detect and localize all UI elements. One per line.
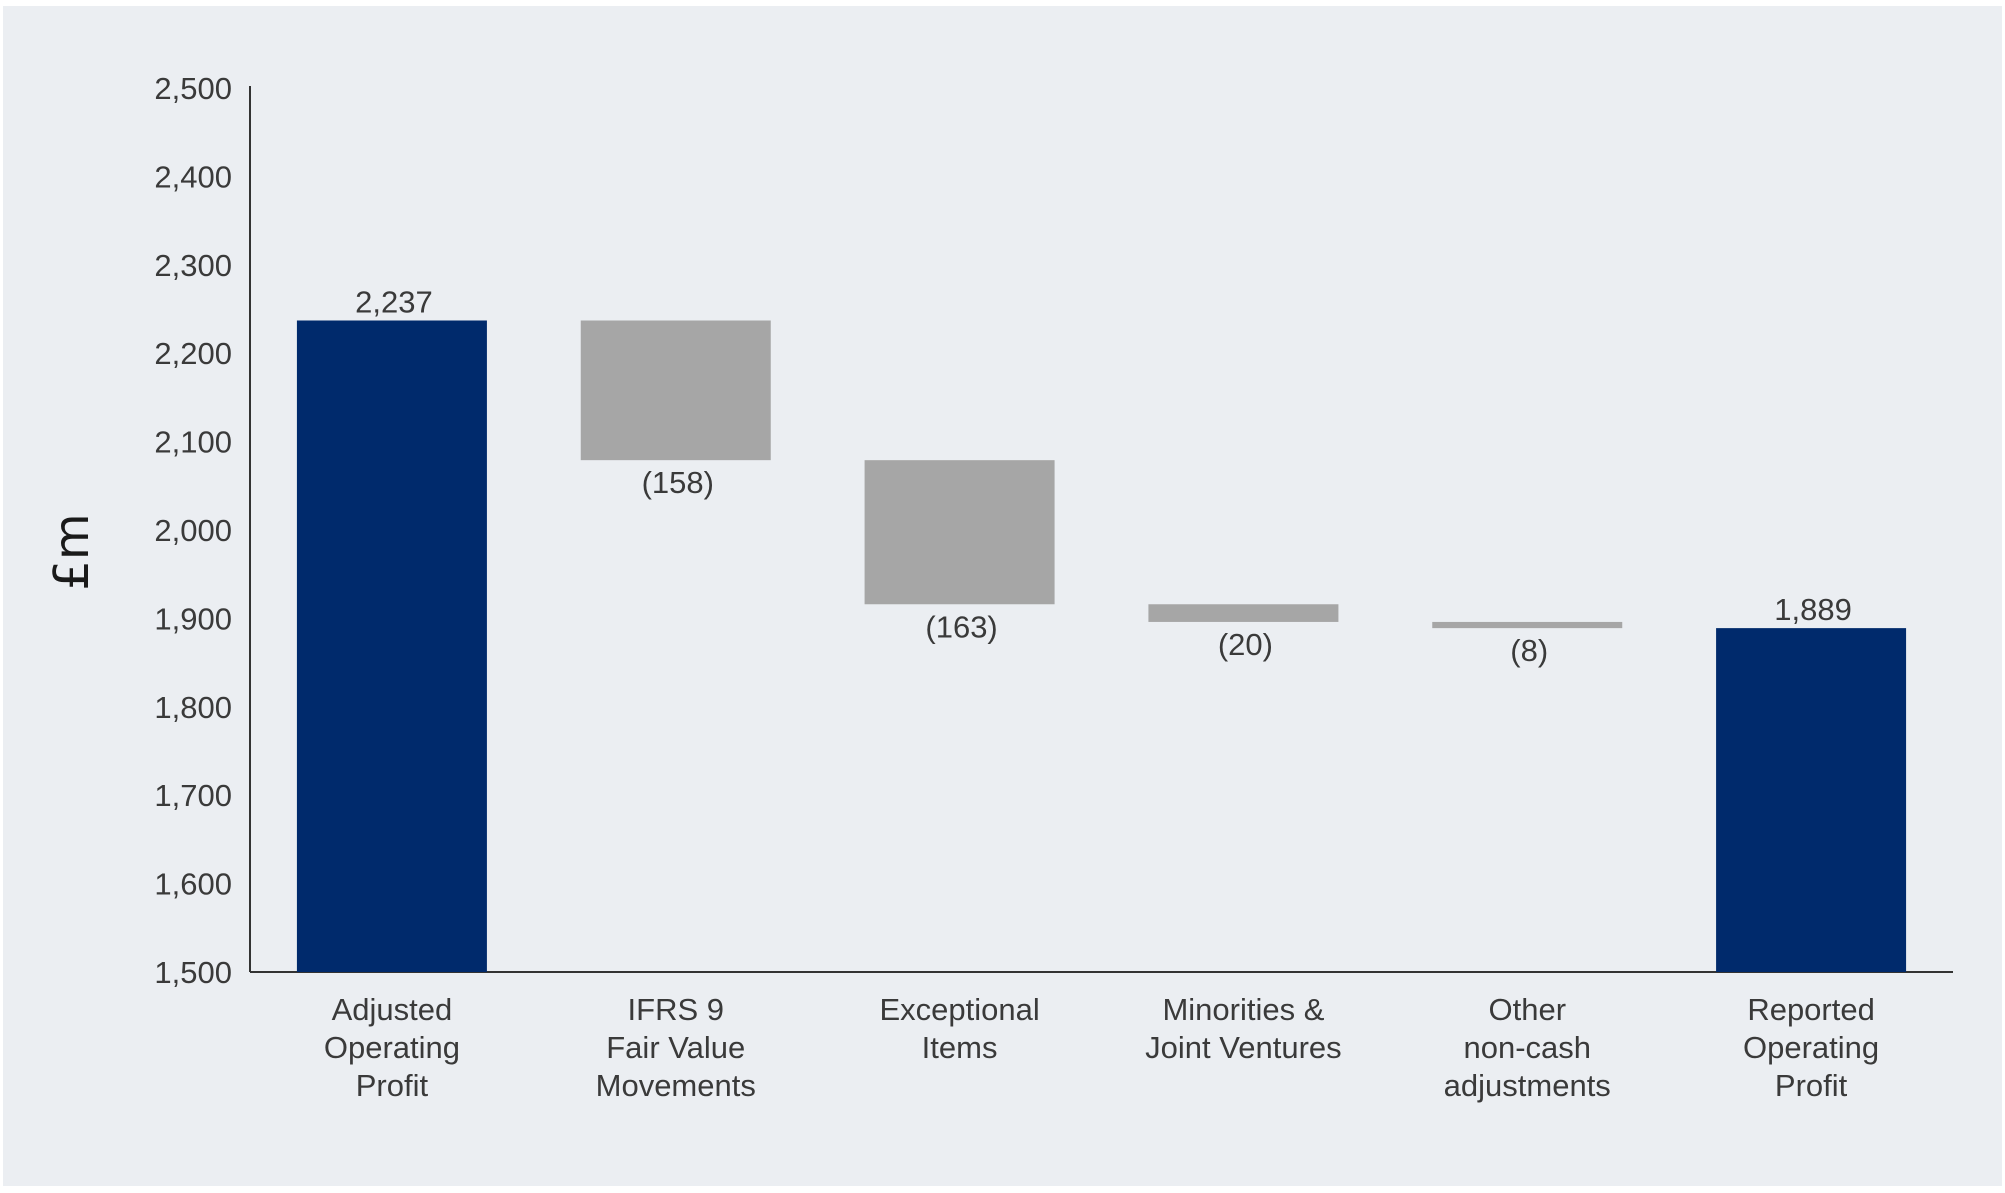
- axes: 1,500 1,600 1,700 1,800 1,900 2,000 2,100 2,200…: [154, 71, 1953, 990]
- change-bar: [1432, 621, 1623, 629]
- change-bar: [1148, 604, 1339, 622]
- data-label: 2,237: [355, 284, 433, 319]
- y-tick-label: 1,500: [154, 955, 232, 990]
- y-tick-label: 2,400: [154, 159, 232, 194]
- data-label: (20): [1218, 627, 1273, 662]
- y-axis-title: £m: [44, 513, 100, 590]
- data-label: (8): [1510, 633, 1548, 668]
- category-label: Other non-cash adjustments: [1444, 992, 1611, 1103]
- data-label: (163): [925, 609, 997, 644]
- total-bar: [1716, 628, 1907, 972]
- change-bar: [580, 320, 771, 461]
- y-tick-label: 1,800: [154, 690, 232, 725]
- category-label: Minorities & Joint Ventures: [1145, 992, 1341, 1065]
- y-tick-label: 1,900: [154, 601, 232, 636]
- category-labels: Adjusted Operating Profit IFRS 9 Fair Value M…: [324, 992, 1879, 1103]
- y-tick-label: 1,700: [154, 778, 232, 813]
- category-label: Reported Operating Profit: [1743, 992, 1879, 1103]
- data-label: (158): [642, 465, 714, 500]
- y-tick-label: 2,500: [154, 71, 232, 106]
- data-label: 1,889: [1774, 592, 1852, 627]
- y-tick-label: 2,100: [154, 425, 232, 460]
- y-tick-label: 2,200: [154, 336, 232, 371]
- y-tick-label: 2,000: [154, 513, 232, 548]
- data-labels: 2,237 (158) (163) (20) (8) 1,889: [355, 284, 1852, 668]
- change-bar: [864, 460, 1055, 605]
- bars: [296, 320, 1907, 972]
- category-label: IFRS 9 Fair Value Movements: [596, 992, 756, 1103]
- y-tick-label: 1,600: [154, 867, 232, 902]
- total-bar: [296, 320, 487, 972]
- category-label: Adjusted Operating Profit: [324, 992, 460, 1103]
- y-tick-label: 2,300: [154, 248, 232, 283]
- category-label: Exceptional Items: [879, 992, 1039, 1065]
- y-axis-title-group: £m: [44, 513, 100, 590]
